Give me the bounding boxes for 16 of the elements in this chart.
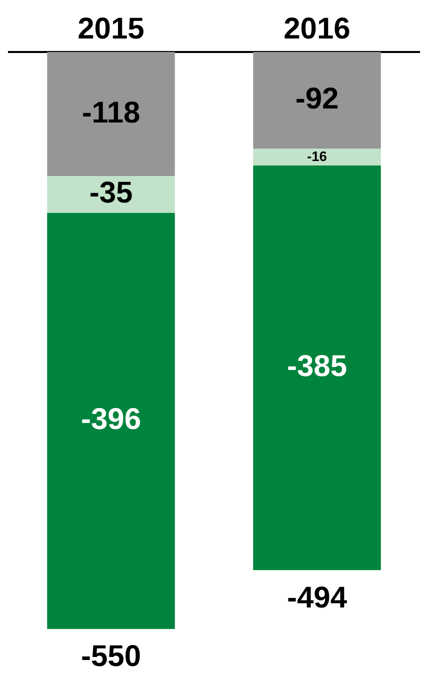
data-label: -16	[307, 148, 328, 164]
total-label: -550	[80, 640, 142, 674]
data-label: -385	[286, 350, 348, 384]
x-tick-label: 2016	[284, 12, 350, 46]
bar	[253, 148, 381, 166]
total-label: -494	[286, 581, 348, 614]
data-label: -396	[80, 403, 142, 436]
data-label: -118	[82, 96, 140, 130]
data-label: -92	[295, 82, 339, 116]
bar	[47, 176, 175, 213]
bar	[47, 52, 175, 176]
bar	[253, 166, 381, 570]
data-label: -35	[89, 176, 133, 210]
bar	[253, 52, 381, 149]
x-tick-label: 2015	[78, 12, 144, 46]
bar	[47, 212, 175, 629]
